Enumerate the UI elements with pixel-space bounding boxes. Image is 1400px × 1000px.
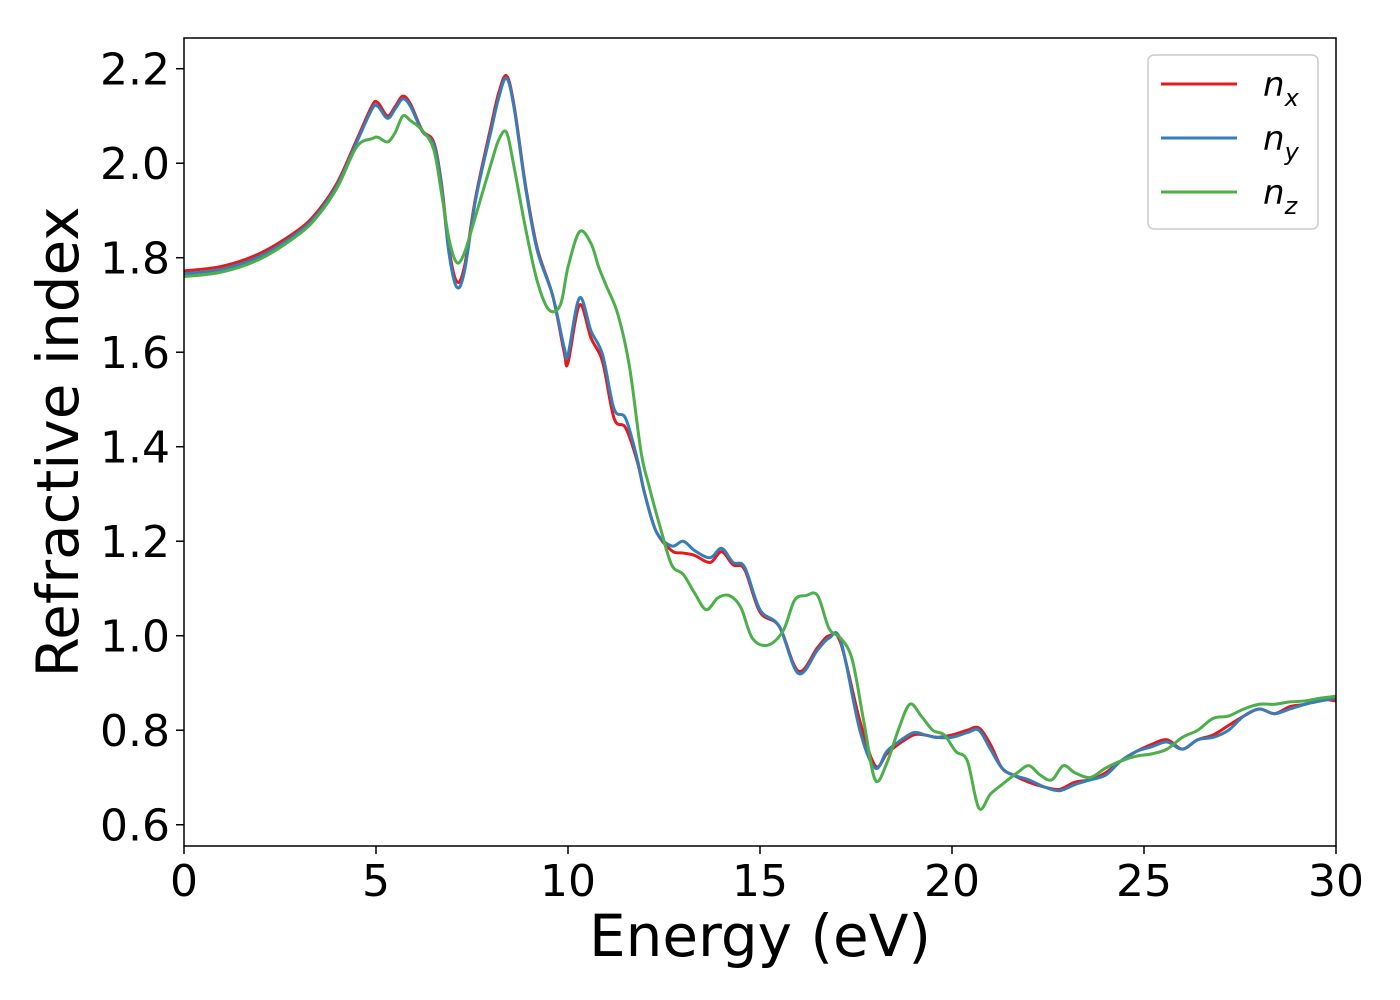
legend-label-n-y: ny [1263, 119, 1300, 166]
y-tick-label: 0.6 [100, 801, 170, 852]
x-tick-label: 5 [362, 856, 390, 907]
x-tick-label: 20 [924, 856, 980, 907]
legend-box [1147, 54, 1319, 230]
x-tick-label: 30 [1308, 856, 1364, 907]
series-line-n-z [184, 114, 1336, 811]
x-tick-label: 25 [1116, 856, 1172, 907]
x-axis-title: Energy (eV) [589, 902, 931, 970]
y-tick-label: 2.0 [100, 139, 170, 190]
y-tick-label: 1.8 [100, 234, 170, 285]
y-axis-title: Refractive index [24, 206, 92, 677]
x-tick-label: 15 [732, 856, 788, 907]
x-tick-label: 0 [170, 856, 198, 907]
y-tick-label: 1.6 [100, 328, 170, 379]
y-tick-label: 1.0 [100, 612, 170, 663]
legend-label-n-x: nx [1263, 65, 1300, 112]
series-layer [184, 73, 1336, 811]
y-tick-label: 1.2 [100, 517, 170, 568]
legend-entries: nx ny nz [1161, 65, 1300, 220]
y-tick-label: 0.8 [100, 706, 170, 757]
x-tick-label: 10 [540, 856, 596, 907]
y-tick-label: 2.2 [100, 45, 170, 96]
legend-label-n-z: nz [1263, 173, 1299, 220]
y-axis-ticks: 0.6 0.8 1.0 1.2 1.4 1.6 1.8 2.0 2.2 [100, 45, 184, 852]
legend: nx ny nz [1147, 54, 1319, 230]
y-tick-label: 1.4 [100, 423, 170, 474]
x-axis-ticks: 0 5 10 15 20 25 30 [170, 846, 1364, 907]
